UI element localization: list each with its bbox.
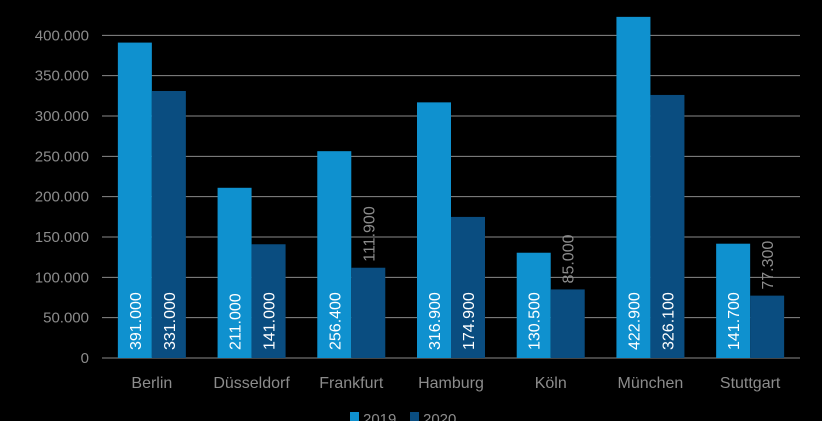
data-label: 391.000 [128, 292, 145, 350]
legend-label: 2020 [423, 411, 456, 421]
bar-2019 [616, 16, 651, 359]
x-category-label: Stuttgart [720, 375, 781, 392]
data-label: 422.900 [626, 292, 643, 350]
legend-swatch [350, 412, 359, 421]
legend-swatch [410, 412, 419, 421]
legend-item: 2020 [410, 411, 456, 421]
y-tick-label: 350.000 [35, 68, 89, 85]
bar-2019 [516, 252, 551, 358]
legend-item: 2019 [350, 411, 396, 421]
y-tick-label: 0 [81, 350, 89, 367]
bar-labels: 391.000 331.000 211.000 141.000 256.400 111.9… [128, 206, 777, 350]
bars [117, 16, 785, 359]
bar-2020 [151, 90, 186, 358]
y-tick-label: 100.000 [35, 269, 89, 286]
legend: 2019 2020 [350, 411, 456, 421]
x-category-label: Köln [535, 375, 567, 392]
bar-2019 [317, 151, 352, 358]
bar-2020 [750, 295, 785, 358]
y-tick-label: 250.000 [35, 148, 89, 165]
bar-2019 [117, 42, 152, 359]
bar-2020 [251, 244, 286, 358]
y-tick-label: 200.000 [35, 189, 89, 206]
x-category-label: Berlin [131, 375, 172, 392]
y-tick-label: 150.000 [35, 229, 89, 246]
data-label: 85.000 [561, 234, 578, 283]
bar-2020 [550, 289, 585, 358]
x-category-label: München [618, 375, 684, 392]
x-category-label: Frankfurt [319, 375, 384, 392]
data-label: 111.900 [361, 206, 378, 262]
data-label: 326.100 [660, 292, 677, 350]
bar-2020 [351, 267, 386, 358]
bar-2020 [451, 216, 485, 358]
data-label: 141.700 [726, 292, 743, 350]
data-label: 331.000 [162, 292, 179, 350]
x-axis: Berlin Düsseldorf Frankfurt Hamburg Köln Münc… [131, 375, 781, 392]
data-label: 256.400 [327, 292, 344, 350]
y-tick-label: 400.000 [35, 27, 89, 44]
bar-2020 [650, 94, 685, 359]
y-tick-label: 50.000 [43, 310, 89, 327]
data-label: 174.900 [461, 292, 478, 350]
data-label: 316.900 [427, 292, 444, 350]
x-category-label: Düsseldorf [213, 375, 290, 392]
data-label: 130.500 [527, 292, 544, 350]
y-tick-label: 450.000 [35, 0, 89, 4]
bar-2019 [716, 243, 751, 358]
y-axis: 0 50.000 100.000 150.000 200.000 250.000 300.0… [35, 0, 89, 367]
bar-2019 [217, 187, 252, 358]
bar-2019 [417, 102, 451, 358]
x-category-label: Hamburg [418, 375, 484, 392]
y-tick-label: 300.000 [35, 108, 89, 125]
data-label: 211.000 [228, 293, 245, 350]
data-label: 141.000 [262, 292, 279, 350]
legend-label: 2019 [363, 411, 396, 421]
data-label: 77.300 [760, 241, 777, 290]
